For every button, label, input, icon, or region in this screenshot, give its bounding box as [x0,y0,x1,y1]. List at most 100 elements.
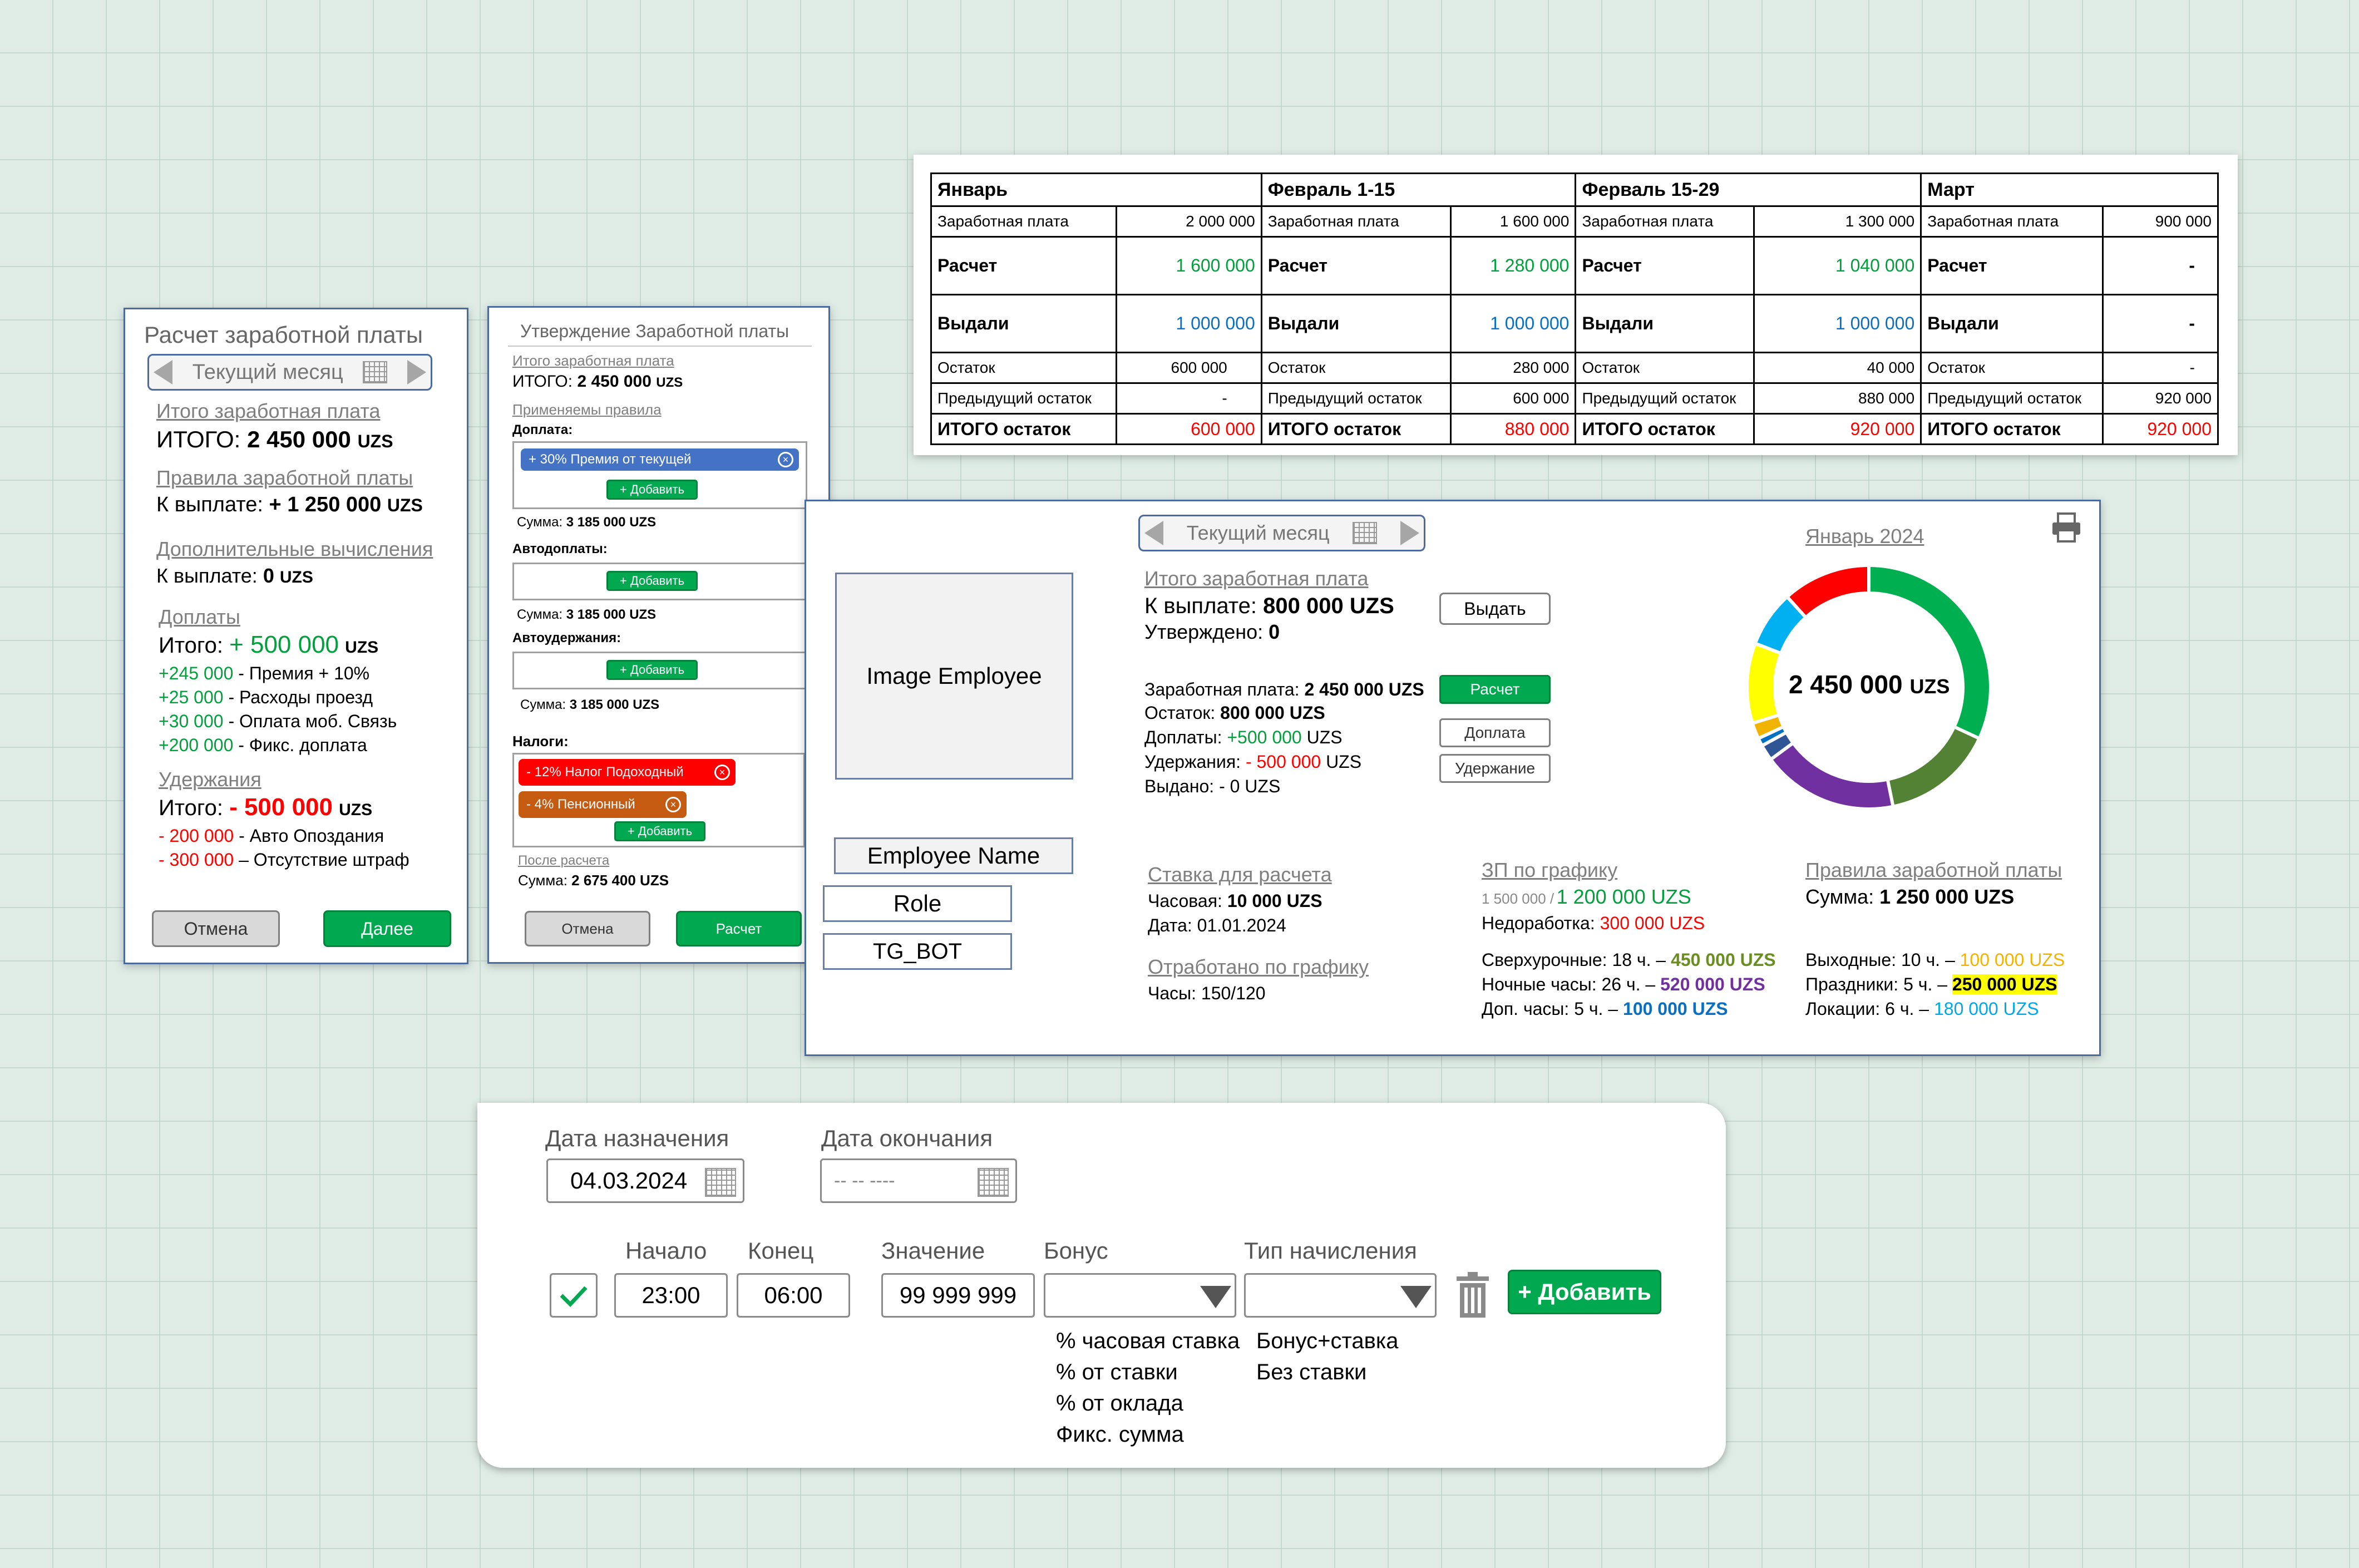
chart-title[interactable]: Январь 2024 [1805,525,1924,548]
bonus-option[interactable]: % часовая ставка [1056,1329,1240,1353]
deduction-item: - 200 000 - Авто Опоздания [159,826,384,846]
addition-amount: +245 000 [159,663,234,683]
row-label: Предыдущий остаток [930,382,1118,415]
next-month-icon[interactable] [407,360,426,384]
after-calc-label[interactable]: После расчета [518,853,610,868]
addition-desc: - Оплата моб. Связь [228,711,397,731]
employee-name: Employee Name [834,837,1073,874]
prev-month-icon[interactable] [1144,521,1163,545]
addition-item: +25 000 - Расходы проезд [159,687,373,708]
next-month-icon[interactable] [1400,521,1419,545]
extra-hours-value: 100 000 UZS [1623,999,1728,1019]
approved-line: Утверждено: 0 [1144,620,1280,644]
salary-value: 2 450 000 UZS [1304,679,1424,699]
remove-icon[interactable]: × [714,765,730,780]
salary-line: Заработная плата: 2 450 000 UZS [1144,679,1424,700]
total-salary-label[interactable]: Итого заработная плата [1144,567,1369,590]
add-button[interactable]: + Добавить [614,821,705,841]
cell: - [2101,236,2219,295]
start-date-field[interactable]: 04.03.2024 [546,1158,744,1203]
dopl-button[interactable]: Доплата [1439,718,1551,747]
rules-label[interactable]: Правила заработной платы [156,466,413,489]
ded-button[interactable]: Удержание [1439,754,1551,783]
add-button[interactable]: + Добавить [606,571,698,591]
shortfall-value: 300 000 UZS [1600,913,1705,933]
row-label: Расчет [1575,236,1755,295]
currency: UZS [357,431,393,451]
remainder-label: Остаток: [1144,703,1216,723]
tax-tag-label: - 12% Налог Подоходный [526,765,684,780]
divider [508,346,812,347]
issued-row: Выдали 1 000 000 Выдали 1 000 000 Выдали 1 … [930,294,2219,353]
add-rule-button[interactable]: + Добавить [1508,1270,1661,1314]
begin-time-field[interactable]: 23:00 [614,1273,728,1318]
hourly-value: 10 000 UZS [1227,891,1322,911]
print-icon[interactable] [2050,511,2082,544]
total-value: 2 450 000 [247,426,351,452]
rules-sum-label: Сумма: [1805,885,1874,908]
total-label: ИТОГО: [156,426,241,452]
bonus-option[interactable]: % от ставки [1056,1360,1178,1384]
issue-button[interactable]: Выдать [1439,593,1551,625]
add-button[interactable]: + Добавить [606,660,698,680]
month-navigator[interactable]: Текущий месяц [147,354,432,391]
currency: UZS [279,568,313,586]
total-salary-label[interactable]: Итого заработная плата [156,400,381,422]
end-date-field[interactable]: -- -- ---- [820,1158,1017,1203]
calendar-icon[interactable] [1353,522,1378,544]
end-time-field[interactable]: 06:00 [737,1273,850,1318]
cancel-button[interactable]: Отмена [525,911,650,946]
calendar-icon[interactable] [978,1168,1009,1197]
enabled-checkbox[interactable] [550,1273,598,1318]
deductions-label[interactable]: Удержания [159,768,261,791]
month-navigator[interactable]: Текущий месяц [1138,515,1425,551]
role-label: Role [893,890,942,916]
remove-icon[interactable]: × [778,452,793,467]
cell: 1 300 000 [1753,205,1922,238]
calc-button[interactable]: Расчет [676,911,802,946]
add-button[interactable]: + Добавить [606,480,698,500]
total-salary-label[interactable]: Итого заработная плата [512,352,674,369]
schedule-label[interactable]: ЗП по графику [1482,859,1618,881]
type-option[interactable]: Без ставки [1256,1360,1367,1384]
next-button[interactable]: Далее [323,910,451,947]
applied-rules-label[interactable]: Применяемы правила [512,401,662,418]
row-label: ИТОГО остаток [1575,413,1755,445]
location-line: Локации: 6 ч. – 180 000 UZS [1805,999,2039,1019]
rate-label[interactable]: Ставка для расчета [1148,863,1332,886]
value-field[interactable]: 99 999 999 [881,1273,1035,1318]
tax-tag[interactable]: - 12% Налог Подоходный × [519,759,736,786]
extra-calc-label[interactable]: Дополнительные вычисления [156,538,433,560]
sum-label: Сумма: [517,515,563,530]
bonus-option[interactable]: % от оклада [1056,1391,1183,1416]
rules-label[interactable]: Правила заработной платы [1805,859,2062,881]
bonus-select[interactable] [1044,1273,1236,1318]
end-date-placeholder: -- -- ---- [834,1170,895,1191]
additions-label[interactable]: Доплаты [159,605,240,628]
row-label: ИТОГО остаток [1920,413,2104,445]
prev-month-icon[interactable] [154,360,172,384]
type-select[interactable] [1244,1273,1437,1318]
cell: 1 280 000 [1450,236,1577,295]
calendar-icon[interactable] [363,361,388,383]
cancel-button[interactable]: Отмена [152,910,280,947]
salary-table: Январь Февраль 1-15 Ферваль 15-29 Март З… [930,172,2219,445]
type-option[interactable]: Бонус+ставка [1256,1329,1399,1353]
remove-icon[interactable]: × [665,797,681,812]
deduction-desc: – Отсутствие штраф [239,850,409,870]
chevron-down-icon[interactable] [1400,1286,1432,1308]
addition-desc: - Фикс. доплата [238,735,367,755]
currency: UZS [656,375,683,390]
calc-button[interactable]: Расчет [1439,675,1551,704]
hours-line: Часы: 150/120 [1148,983,1266,1003]
trash-icon[interactable] [1453,1270,1492,1320]
calendar-icon[interactable] [705,1168,736,1197]
worked-label[interactable]: Отработано по графику [1148,955,1369,978]
dopl-tag[interactable]: + 30% Премия от текущей × [521,448,799,471]
row-label: Выдали [1920,294,2104,353]
bonus-option[interactable]: Фикс. сумма [1056,1422,1184,1447]
currency: UZS [345,638,379,657]
donut-separator [1786,596,1807,618]
tax-tag[interactable]: - 4% Пенсионный × [519,791,687,818]
chevron-down-icon[interactable] [1200,1286,1231,1308]
